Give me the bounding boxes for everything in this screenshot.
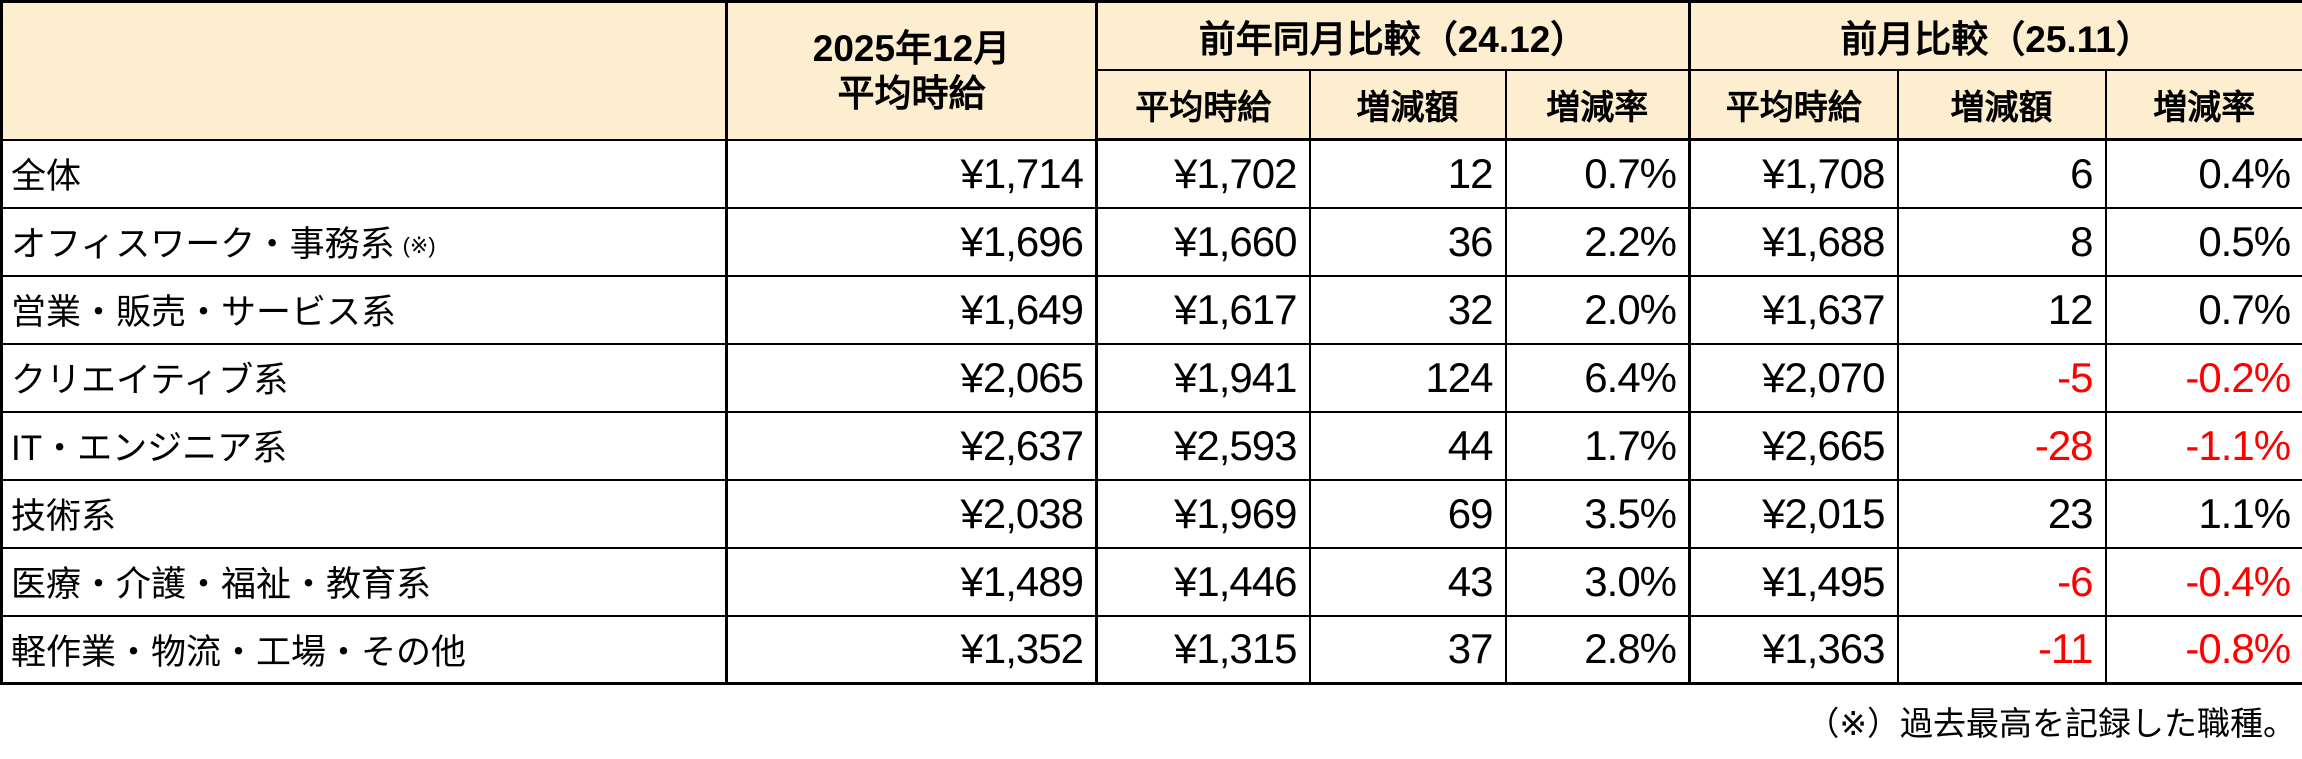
corner-header-cell xyxy=(0,0,728,141)
cell-yoy-diff: 32 xyxy=(1308,274,1507,345)
cell-yoy-wage: ¥1,660 xyxy=(1095,206,1311,277)
cell-mom-wage: ¥1,495 xyxy=(1688,546,1899,617)
cell-mom-diff: 8 xyxy=(1896,206,2107,277)
cell-mom-diff: -11 xyxy=(1896,614,2107,685)
table-row: 医療・介護・福祉・教育系 ¥1,489 ¥1,446 43 3.0% ¥1,49… xyxy=(0,546,2302,617)
header-yoy-rate: 増減率 xyxy=(1504,68,1691,141)
cell-yoy-wage: ¥2,593 xyxy=(1095,410,1311,481)
cell-yoy-diff: 36 xyxy=(1308,206,1507,277)
cell-yoy-wage: ¥1,617 xyxy=(1095,274,1311,345)
table-row: 全体 ¥1,714 ¥1,702 12 0.7% ¥1,708 6 0.4% xyxy=(0,138,2302,209)
row-label: 医療・介護・福祉・教育系 xyxy=(0,546,728,617)
cell-mom-wage: ¥2,665 xyxy=(1688,410,1899,481)
cell-mom-rate: 0.4% xyxy=(2104,138,2302,209)
header-current-month-line1: 2025年12月 xyxy=(812,27,1011,69)
cell-yoy-rate: 2.8% xyxy=(1504,614,1691,685)
header-current-month: 2025年12月 平均時給 xyxy=(725,0,1098,141)
cell-yoy-wage: ¥1,941 xyxy=(1095,342,1311,413)
cell-yoy-rate: 2.2% xyxy=(1504,206,1691,277)
cell-mom-diff: 23 xyxy=(1896,478,2107,549)
header-yoy-group: 前年同月比較（24.12） xyxy=(1094,0,1691,71)
header-mom-diff: 増減額 xyxy=(1896,68,2107,141)
cell-mom-rate: 0.7% xyxy=(2104,274,2302,345)
cell-yoy-wage: ¥1,446 xyxy=(1095,546,1311,617)
cell-yoy-diff: 12 xyxy=(1308,138,1507,209)
row-label: クリエイティブ系 xyxy=(0,342,728,413)
cell-mom-diff: -6 xyxy=(1896,546,2107,617)
cell-yoy-wage: ¥1,702 xyxy=(1095,138,1311,209)
table-row: クリエイティブ系 ¥2,065 ¥1,941 124 6.4% ¥2,070 -… xyxy=(0,342,2302,413)
cell-yoy-diff: 44 xyxy=(1308,410,1507,481)
wage-table: 2025年12月 平均時給 前年同月比較（24.12） 前月比較（25.11） … xyxy=(0,0,2302,685)
table-row: 技術系 ¥2,038 ¥1,969 69 3.5% ¥2,015 23 1.1% xyxy=(0,478,2302,549)
cell-yoy-rate: 2.0% xyxy=(1504,274,1691,345)
cell-mom-diff: 6 xyxy=(1896,138,2107,209)
row-label: 全体 xyxy=(0,138,728,209)
cell-current-wage: ¥2,038 xyxy=(725,478,1098,549)
cell-current-wage: ¥1,489 xyxy=(725,546,1098,617)
cell-mom-wage: ¥2,070 xyxy=(1688,342,1899,413)
cell-yoy-diff: 37 xyxy=(1308,614,1507,685)
cell-mom-wage: ¥2,015 xyxy=(1688,478,1899,549)
table-row: IT・エンジニア系 ¥2,637 ¥2,593 44 1.7% ¥2,665 -… xyxy=(0,410,2302,481)
cell-yoy-diff: 43 xyxy=(1308,546,1507,617)
table-row: オフィスワーク・事務系 (※) ¥1,696 ¥1,660 36 2.2% ¥1,… xyxy=(0,206,2302,277)
cell-yoy-diff: 124 xyxy=(1308,342,1507,413)
cell-mom-wage: ¥1,688 xyxy=(1688,206,1899,277)
cell-mom-rate: 0.5% xyxy=(2104,206,2302,277)
header-mom-avg: 平均時給 xyxy=(1688,68,1899,141)
cell-mom-rate: -0.8% xyxy=(2104,614,2302,685)
row-label: 軽作業・物流・工場・その他 xyxy=(0,614,728,685)
cell-yoy-wage: ¥1,969 xyxy=(1095,478,1311,549)
row-label: IT・エンジニア系 xyxy=(0,410,728,481)
row-label: 営業・販売・サービス系 xyxy=(0,274,728,345)
cell-current-wage: ¥1,352 xyxy=(725,614,1098,685)
header-mom-group: 前月比較（25.11） xyxy=(1688,0,2302,71)
cell-mom-wage: ¥1,708 xyxy=(1688,138,1899,209)
cell-yoy-rate: 0.7% xyxy=(1504,138,1691,209)
cell-mom-diff: -5 xyxy=(1896,342,2107,413)
header-yoy-avg: 平均時給 xyxy=(1095,68,1311,141)
row-label: オフィスワーク・事務系 (※) xyxy=(0,206,728,277)
cell-current-wage: ¥1,714 xyxy=(725,138,1098,209)
footnote: （※）過去最高を記録した職種。 xyxy=(1806,705,2296,742)
cell-mom-wage: ¥1,363 xyxy=(1688,614,1899,685)
cell-mom-wage: ¥1,637 xyxy=(1688,274,1899,345)
cell-current-wage: ¥2,065 xyxy=(725,342,1098,413)
cell-yoy-rate: 3.0% xyxy=(1504,546,1691,617)
row-label: 技術系 xyxy=(0,478,728,549)
table-row: 軽作業・物流・工場・その他 ¥1,352 ¥1,315 37 2.8% ¥1,3… xyxy=(0,614,2302,685)
cell-mom-diff: 12 xyxy=(1896,274,2107,345)
header-mom-rate: 増減率 xyxy=(2104,68,2302,141)
cell-yoy-rate: 1.7% xyxy=(1504,410,1691,481)
cell-yoy-diff: 69 xyxy=(1308,478,1507,549)
cell-current-wage: ¥2,637 xyxy=(725,410,1098,481)
cell-current-wage: ¥1,696 xyxy=(725,206,1098,277)
header-yoy-diff: 増減額 xyxy=(1308,68,1507,141)
cell-yoy-wage: ¥1,315 xyxy=(1095,614,1311,685)
cell-yoy-rate: 3.5% xyxy=(1504,478,1691,549)
cell-mom-diff: -28 xyxy=(1896,410,2107,481)
cell-mom-rate: -0.2% xyxy=(2104,342,2302,413)
row-note: (※) xyxy=(402,233,436,258)
cell-mom-rate: -0.4% xyxy=(2104,546,2302,617)
cell-current-wage: ¥1,649 xyxy=(725,274,1098,345)
table-row: 営業・販売・サービス系 ¥1,649 ¥1,617 32 2.0% ¥1,637… xyxy=(0,274,2302,345)
cell-yoy-rate: 6.4% xyxy=(1504,342,1691,413)
cell-mom-rate: 1.1% xyxy=(2104,478,2302,549)
cell-mom-rate: -1.1% xyxy=(2104,410,2302,481)
header-current-month-line2: 平均時給 xyxy=(837,72,986,114)
